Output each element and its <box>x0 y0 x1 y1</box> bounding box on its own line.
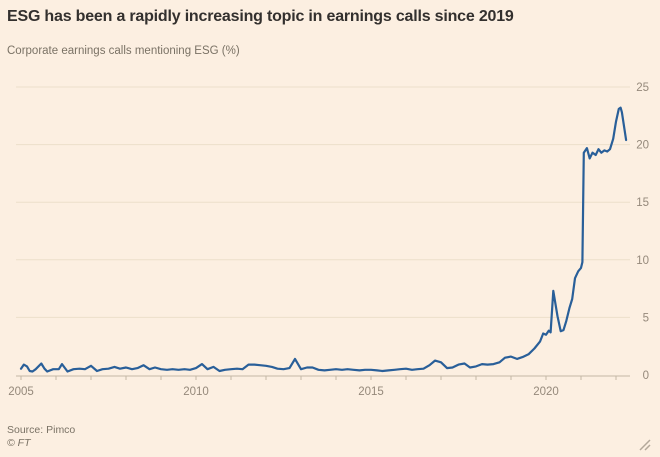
x-tick-label: 2020 <box>533 386 559 398</box>
x-tick-label: 2015 <box>358 386 384 398</box>
esg-series-line <box>19 106 628 373</box>
chart-subtitle: Corporate earnings calls mentioning ESG … <box>7 45 240 57</box>
y-tick-label: 25 <box>636 82 649 94</box>
diagonal-resize-icon <box>639 439 651 451</box>
x-tick-label: 2010 <box>183 386 209 398</box>
y-tick-label: 10 <box>636 255 649 267</box>
chart-title: ESG has been a rapidly increasing topic … <box>7 8 514 25</box>
x-tick-label: 2005 <box>8 386 34 398</box>
y-tick-label: 0 <box>643 370 649 382</box>
y-tick-label: 15 <box>636 197 649 209</box>
y-tick-label: 20 <box>636 140 649 152</box>
ft-copyright: © FT <box>7 437 31 449</box>
y-tick-label: 5 <box>643 312 649 324</box>
esg-line-chart: 0 5 10 15 20 25 2005 2010 2015 2020 <box>8 82 649 398</box>
source-label: Source: Pimco <box>7 424 76 436</box>
